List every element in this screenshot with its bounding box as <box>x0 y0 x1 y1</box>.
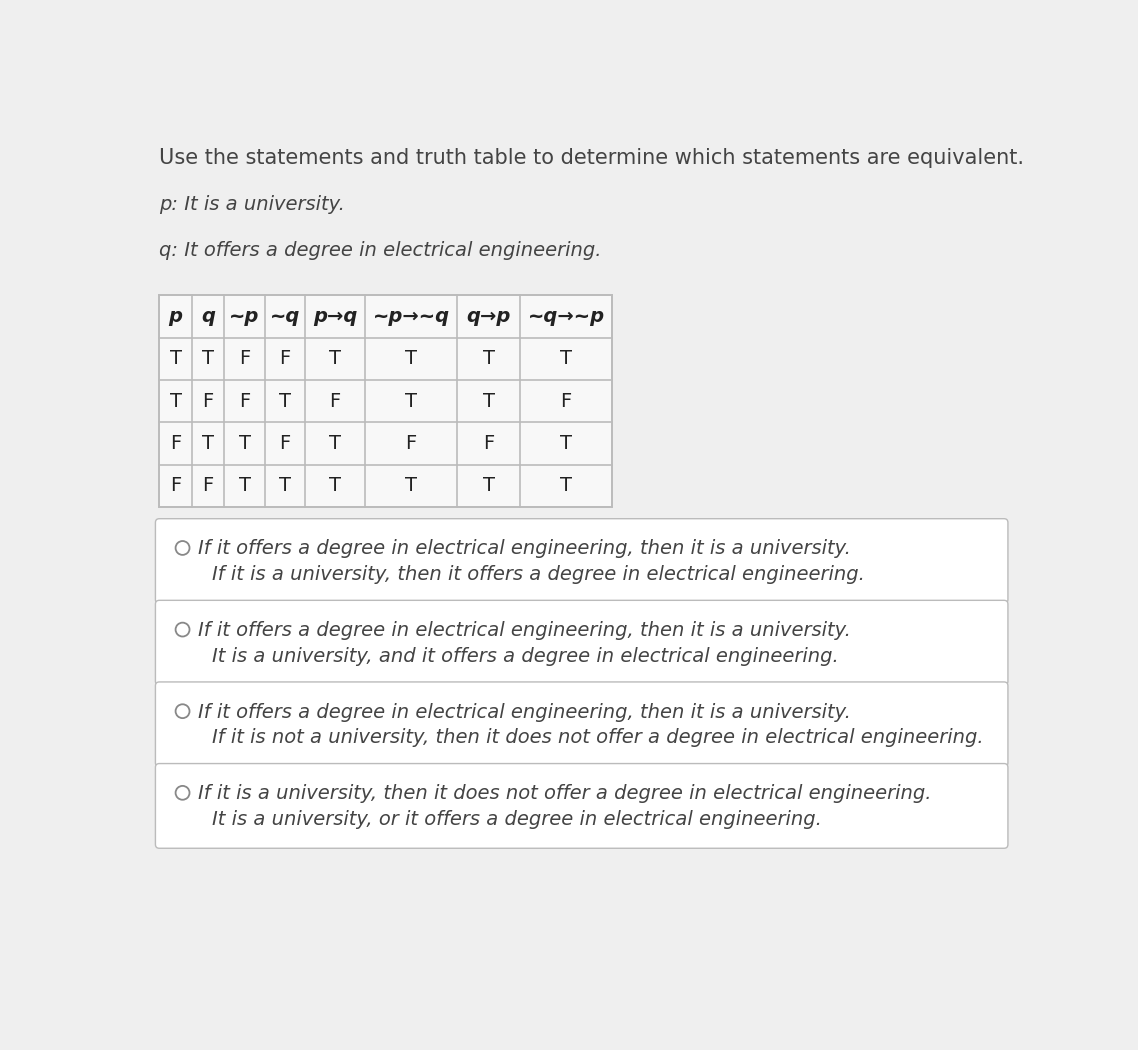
Text: F: F <box>170 434 181 454</box>
Text: q→p: q→p <box>467 307 511 327</box>
FancyBboxPatch shape <box>156 519 1008 604</box>
Text: If it offers a degree in electrical engineering, then it is a university.: If it offers a degree in electrical engi… <box>198 540 851 559</box>
Text: F: F <box>330 392 341 411</box>
Text: F: F <box>170 477 181 496</box>
Text: If it offers a degree in electrical engineering, then it is a university.: If it offers a degree in electrical engi… <box>198 702 851 721</box>
Text: ~q→~p: ~q→~p <box>528 307 604 327</box>
Text: T: T <box>203 350 214 369</box>
Text: T: T <box>405 392 418 411</box>
Text: T: T <box>483 350 495 369</box>
Text: ~q: ~q <box>270 307 300 327</box>
Text: F: F <box>483 434 494 454</box>
FancyBboxPatch shape <box>156 763 1008 848</box>
Text: q: It offers a degree in electrical engineering.: q: It offers a degree in electrical engi… <box>159 242 602 260</box>
Text: T: T <box>560 434 572 454</box>
Text: T: T <box>279 477 291 496</box>
Text: F: F <box>405 434 417 454</box>
Text: F: F <box>239 350 250 369</box>
Text: T: T <box>170 350 182 369</box>
Text: T: T <box>560 350 572 369</box>
Bar <box>159 295 612 507</box>
Text: It is a university, and it offers a degree in electrical engineering.: It is a university, and it offers a degr… <box>212 647 839 666</box>
Text: If it is not a university, then it does not offer a degree in electrical enginee: If it is not a university, then it does … <box>212 728 983 748</box>
Text: F: F <box>203 477 214 496</box>
FancyBboxPatch shape <box>156 681 1008 766</box>
Text: F: F <box>279 434 290 454</box>
Text: T: T <box>329 434 341 454</box>
Text: T: T <box>405 477 418 496</box>
Text: F: F <box>561 392 571 411</box>
FancyBboxPatch shape <box>156 601 1008 685</box>
Text: T: T <box>483 477 495 496</box>
Text: T: T <box>560 477 572 496</box>
Text: p: p <box>168 307 182 327</box>
Text: F: F <box>279 350 290 369</box>
Text: T: T <box>239 477 250 496</box>
Text: ~p→~q: ~p→~q <box>372 307 450 327</box>
Text: T: T <box>170 392 182 411</box>
Text: q: q <box>201 307 215 327</box>
Text: If it offers a degree in electrical engineering, then it is a university.: If it offers a degree in electrical engi… <box>198 622 851 640</box>
Text: T: T <box>239 434 250 454</box>
Text: T: T <box>203 434 214 454</box>
Text: Use the statements and truth table to determine which statements are equivalent.: Use the statements and truth table to de… <box>159 148 1024 168</box>
Text: T: T <box>483 392 495 411</box>
Text: T: T <box>279 392 291 411</box>
Text: ~p: ~p <box>230 307 259 327</box>
Text: T: T <box>329 477 341 496</box>
Text: F: F <box>239 392 250 411</box>
Text: p→q: p→q <box>313 307 357 327</box>
Text: p: It is a university.: p: It is a university. <box>159 195 345 214</box>
Text: It is a university, or it offers a degree in electrical engineering.: It is a university, or it offers a degre… <box>212 810 822 828</box>
Text: If it is a university, then it offers a degree in electrical engineering.: If it is a university, then it offers a … <box>212 565 865 584</box>
Text: If it is a university, then it does not offer a degree in electrical engineering: If it is a university, then it does not … <box>198 784 932 803</box>
Text: F: F <box>203 392 214 411</box>
Text: T: T <box>329 350 341 369</box>
Text: T: T <box>405 350 418 369</box>
